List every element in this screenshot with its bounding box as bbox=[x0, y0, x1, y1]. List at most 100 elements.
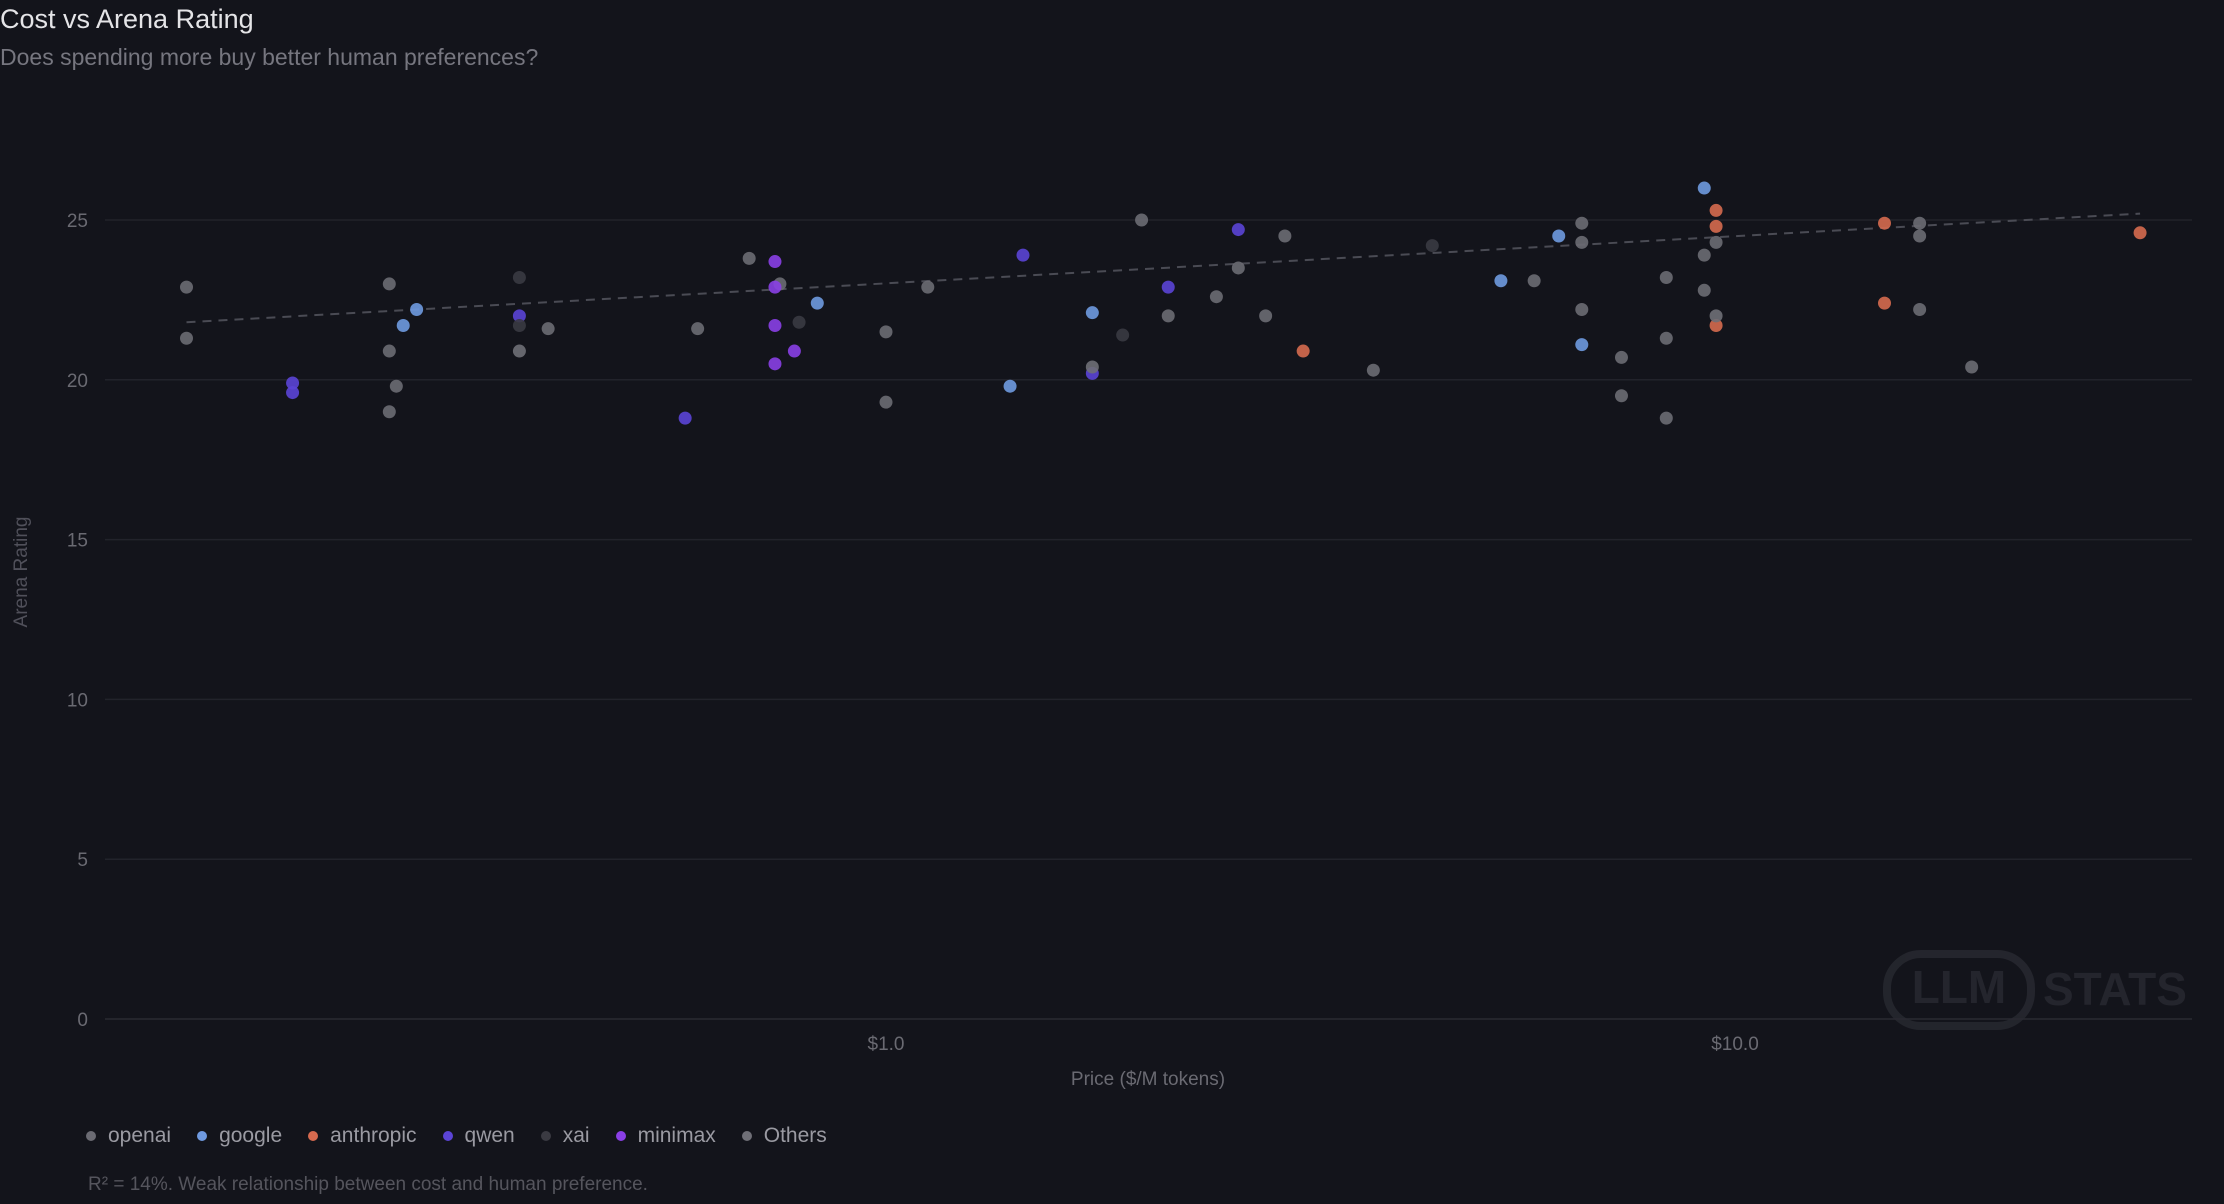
y-tick-label: 0 bbox=[77, 1010, 88, 1031]
data-point-openai bbox=[1575, 302, 1589, 316]
data-point-openai bbox=[180, 280, 194, 294]
data-point-openai bbox=[921, 280, 935, 294]
data-point-qwen bbox=[1161, 280, 1175, 294]
data-point-openai bbox=[382, 277, 396, 291]
data-point-openai bbox=[1527, 274, 1541, 288]
data-point-openai bbox=[1913, 216, 1927, 230]
data-point-openai bbox=[1161, 309, 1175, 323]
chart-title: Cost vs Arena Rating bbox=[0, 4, 254, 34]
data-point-qwen bbox=[286, 376, 300, 390]
data-point-openai bbox=[1135, 213, 1149, 227]
data-point-others bbox=[512, 344, 526, 358]
data-point-openai bbox=[1575, 216, 1589, 230]
data-point-xai bbox=[512, 271, 526, 285]
data-point-openai bbox=[1231, 261, 1245, 275]
data-point-openai bbox=[742, 251, 756, 265]
data-point-openai bbox=[541, 322, 555, 336]
data-point-google bbox=[1494, 274, 1508, 288]
data-point-anthropic bbox=[1709, 318, 1723, 332]
data-point-qwen bbox=[286, 386, 300, 400]
legend-dot bbox=[197, 1131, 208, 1141]
data-point-openai bbox=[1659, 411, 1673, 425]
legend-label: xai bbox=[562, 1124, 590, 1147]
trend-line bbox=[186, 212, 2141, 324]
legend-item-google: google bbox=[197, 1124, 282, 1148]
data-point-minimax bbox=[768, 318, 782, 332]
legend-label: anthropic bbox=[330, 1124, 417, 1147]
legend-item-anthropic: anthropic bbox=[308, 1124, 417, 1148]
data-point-xai bbox=[792, 315, 806, 329]
data-point-openai bbox=[1659, 331, 1673, 345]
data-point-openai bbox=[389, 379, 403, 393]
legend-item-minimax: minimax bbox=[615, 1124, 716, 1148]
legend-dot bbox=[308, 1131, 319, 1141]
data-point-minimax bbox=[768, 280, 782, 294]
data-point-google bbox=[1003, 379, 1017, 393]
data-point-qwen bbox=[512, 309, 526, 323]
legend-dot bbox=[741, 1131, 752, 1141]
data-point-openai bbox=[382, 405, 396, 419]
data-point-google bbox=[810, 296, 824, 310]
data-point-openai bbox=[382, 344, 396, 358]
data-point-openai bbox=[1709, 235, 1723, 249]
legend-item-others: Others bbox=[741, 1124, 827, 1148]
x-tick-label: $10.0 bbox=[1711, 1034, 1759, 1055]
data-point-qwen bbox=[678, 411, 692, 425]
legend-dot bbox=[86, 1131, 96, 1141]
chart-legend: openai google anthropic qwen xai minimax Other… bbox=[86, 1124, 853, 1148]
grid-lines bbox=[105, 219, 2192, 1020]
x-tick-label: $1.0 bbox=[868, 1034, 905, 1055]
y-tick-label: 25 bbox=[67, 211, 88, 232]
data-points bbox=[180, 181, 2147, 425]
data-point-qwen bbox=[1231, 223, 1245, 237]
legend-label: minimax bbox=[637, 1124, 716, 1147]
x-axis-ticks: $1.0 $10.0 bbox=[868, 1034, 1759, 1055]
data-point-anthropic bbox=[1878, 216, 1892, 230]
data-point-others bbox=[1085, 360, 1099, 374]
legend-label: google bbox=[219, 1124, 283, 1147]
data-point-google bbox=[1552, 229, 1566, 243]
data-point-openai bbox=[1913, 229, 1927, 243]
data-point-google bbox=[1575, 338, 1589, 352]
legend-dot bbox=[615, 1131, 626, 1141]
y-tick-label: 20 bbox=[67, 371, 88, 392]
data-point-anthropic bbox=[1878, 296, 1892, 310]
watermark-llm: LLM bbox=[1912, 961, 2007, 1013]
data-point-openai bbox=[1614, 350, 1628, 364]
chart-subtitle: Does spending more buy better human pref… bbox=[0, 44, 539, 70]
data-point-google bbox=[1085, 306, 1099, 320]
data-point-others bbox=[1709, 309, 1723, 323]
data-point-xai bbox=[512, 318, 526, 332]
data-point-openai bbox=[1697, 283, 1711, 297]
data-point-minimax bbox=[768, 357, 782, 371]
llm-stats-watermark: LLM STATS bbox=[1883, 950, 2187, 1030]
data-point-openai bbox=[879, 325, 893, 339]
legend-label: openai bbox=[108, 1124, 172, 1147]
legend-label: Others bbox=[763, 1124, 827, 1147]
data-point-anthropic bbox=[1709, 219, 1723, 233]
data-point-qwen bbox=[1016, 248, 1030, 262]
data-point-openai bbox=[1278, 229, 1292, 243]
data-point-anthropic bbox=[1296, 344, 1310, 358]
y-axis-ticks: 0 5 10 15 20 25 bbox=[67, 211, 88, 1031]
data-point-minimax bbox=[787, 344, 801, 358]
data-point-google bbox=[1697, 181, 1711, 195]
y-tick-label: 10 bbox=[67, 690, 88, 711]
data-point-openai bbox=[1259, 309, 1273, 323]
data-point-minimax bbox=[768, 255, 782, 269]
data-point-openai bbox=[1366, 363, 1380, 377]
data-point-openai bbox=[879, 395, 893, 409]
y-tick-label: 15 bbox=[67, 531, 88, 552]
y-tick-label: 5 bbox=[77, 850, 88, 871]
data-point-openai bbox=[1913, 302, 1927, 316]
data-point-google bbox=[410, 302, 424, 316]
data-point-google bbox=[396, 318, 410, 332]
legend-item-qwen: qwen bbox=[442, 1124, 515, 1148]
legend-label: qwen bbox=[464, 1124, 515, 1147]
data-point-openai bbox=[1575, 235, 1589, 249]
data-point-openai bbox=[180, 331, 194, 345]
data-point-openai bbox=[1697, 248, 1711, 262]
data-point-xai bbox=[1425, 239, 1439, 253]
watermark-stats: STATS bbox=[2043, 963, 2187, 1015]
